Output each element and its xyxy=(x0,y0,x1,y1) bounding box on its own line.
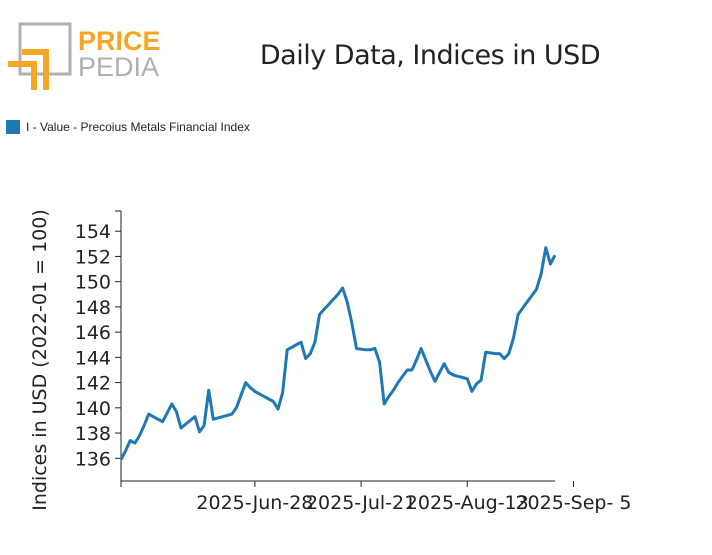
y-tick-label: 146 xyxy=(75,322,111,344)
x-tick-label: 2025-Aug-13 xyxy=(406,492,529,514)
x-axis: 2025-Jun-282025-Jul-212025-Aug-132025-Se… xyxy=(120,480,631,514)
x-tick-label: 2025-Jun-28 xyxy=(196,492,313,514)
chart-legend[interactable]: I - Value - Precoius Metals Financial In… xyxy=(6,118,250,136)
chart-title: Daily Data, Indices in USD xyxy=(259,40,601,71)
y-axis: 136 138 140 142 144 146 148 150 152 154 xyxy=(75,210,122,481)
y-tick-label: 150 xyxy=(75,272,111,294)
y-tick-label: 142 xyxy=(75,373,111,395)
y-tick-label: 140 xyxy=(75,398,111,420)
legend-label: I - Value - Precoius Metals Financial In… xyxy=(26,120,250,134)
y-tick-label: 148 xyxy=(75,297,111,319)
logo-text-pedia: PEDIA xyxy=(78,52,159,82)
x-tick-label: 2025-Sep- 5 xyxy=(515,492,631,514)
y-tick-label: 152 xyxy=(75,246,111,268)
series-layer xyxy=(119,246,557,461)
y-tick-label: 154 xyxy=(75,221,111,243)
x-tick-label: 2025-Jul-21 xyxy=(306,492,416,514)
y-tick-label: 144 xyxy=(75,347,111,369)
series-line xyxy=(119,246,557,461)
pricepedia-logo: PRICE PEDIA xyxy=(8,22,161,90)
logo-text-price: PRICE xyxy=(78,26,161,56)
y-tick-label: 138 xyxy=(75,423,111,445)
y-axis-label: Indices in USD (2022-01 = 100) xyxy=(29,209,51,511)
legend-swatch xyxy=(6,120,20,134)
y-tick-label: 136 xyxy=(75,448,111,470)
logo-mark-icon xyxy=(8,22,72,90)
